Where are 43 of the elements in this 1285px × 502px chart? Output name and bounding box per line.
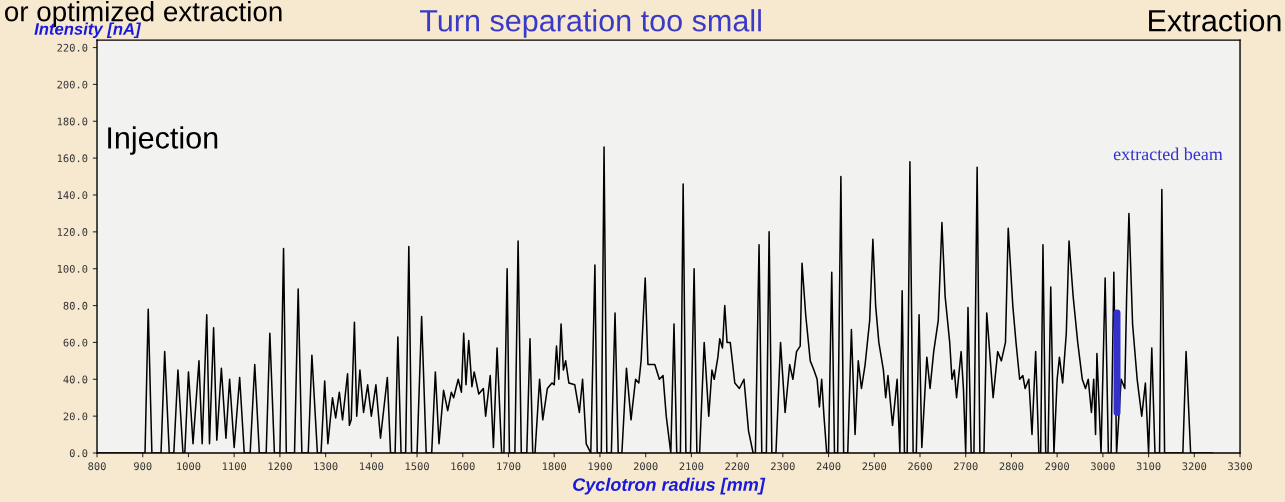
x-tick-label: 800 — [88, 462, 106, 471]
x-tick-label: 900 — [133, 462, 152, 471]
y-tick-label: 0.0 — [69, 449, 88, 458]
y-tick-label: 200.0 — [57, 80, 88, 89]
x-tick-label: 1000 — [177, 462, 201, 471]
x-tick-label: 2800 — [999, 462, 1024, 471]
x-tick-label: 1600 — [451, 462, 475, 471]
text: extracted beam — [1113, 147, 1223, 161]
text: Extraction — [1149, 9, 1281, 32]
x-tick-label: 3000 — [1091, 462, 1115, 471]
y-tick-label: 40.0 — [63, 375, 88, 384]
x-axis-title: Cyclotron radius [mm] — [573, 477, 766, 495]
x-tick-label: 1300 — [314, 462, 338, 471]
text: Turn separation too small — [419, 9, 761, 38]
x-tick-label: 2600 — [908, 462, 932, 471]
x-tick-label: 1400 — [360, 462, 384, 471]
x-tick-label: 1800 — [542, 462, 567, 471]
x-tick-label: 3100 — [1136, 462, 1161, 471]
y-tick-label: 220.0 — [57, 43, 88, 52]
y-tick-label: 60.0 — [63, 338, 88, 347]
annotation: Injection — [108, 126, 218, 155]
y-tick-label: 160.0 — [57, 154, 88, 163]
y-tick-label: 180.0 — [57, 117, 88, 126]
x-tick-label: 2100 — [679, 462, 704, 471]
x-tick-label: 2300 — [771, 462, 795, 471]
x-tick-label: 3200 — [1182, 462, 1207, 471]
x-tick-label: 2700 — [953, 462, 978, 471]
x-tick-label: 1200 — [268, 462, 292, 471]
y-tick-label: 100.0 — [57, 264, 88, 273]
x-tick-label: 2900 — [1045, 462, 1070, 471]
y-tick-label: 20.0 — [63, 412, 88, 421]
x-tick-label: 1700 — [497, 462, 521, 471]
x-tick-label: 1100 — [222, 462, 247, 471]
y-tick-label: 140.0 — [57, 191, 88, 200]
x-tick-label: 1500 — [405, 462, 429, 471]
y-tick-label: 120.0 — [57, 228, 88, 236]
x-tick-label: 2500 — [862, 462, 887, 471]
x-tick-label: 2200 — [725, 462, 749, 471]
x-tick-label: 2000 — [633, 462, 658, 471]
x-tick-label: 2400 — [816, 462, 841, 471]
x-tick-label: 3300 — [1228, 462, 1252, 471]
x-tick-label: 1900 — [588, 462, 612, 471]
y-tick-label: 80.0 — [63, 301, 88, 310]
